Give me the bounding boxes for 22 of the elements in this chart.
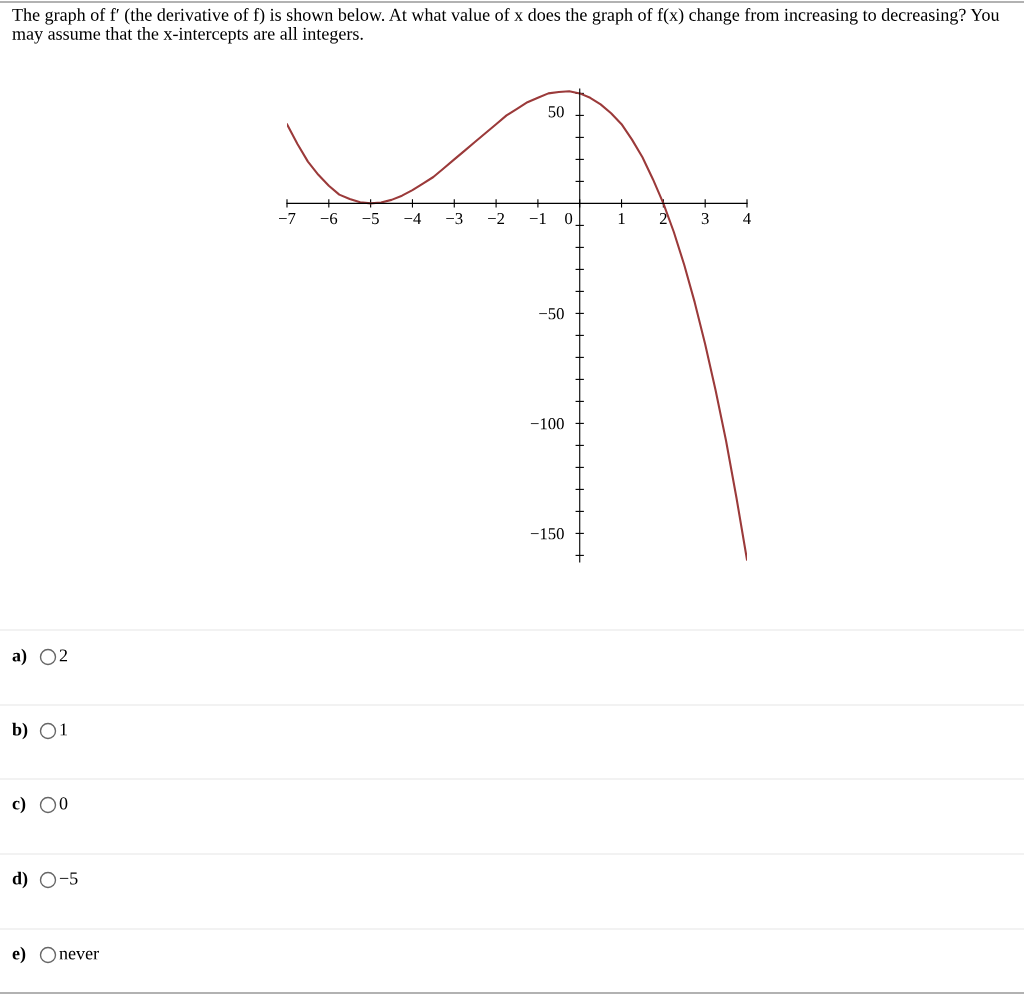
y-tick-label: −150 (530, 528, 564, 540)
x-tick-label: 1 (618, 212, 625, 224)
x-tick-label: −7 (278, 213, 296, 224)
x-tick-label: 3 (701, 212, 709, 225)
x-tick-label: 4 (743, 213, 751, 224)
x-tick-label: 0 (565, 212, 573, 225)
y-tick-label: −100 (530, 418, 564, 430)
text: c) 0 (12, 796, 68, 814)
y-tick-label: −50 (539, 308, 564, 320)
x-tick-label: 2 (659, 212, 667, 224)
x-tick-label: −3 (446, 212, 463, 225)
x-tick-label: −5 (362, 213, 379, 225)
x-tick-label: −1 (529, 212, 546, 224)
chart-title: The graph of f′ (the derivative of f) is shown below. At what value of x does the graph of f(x) change from increasing to decreasing? You may assume that the x-intercepts are all integers. (12, 8, 1000, 44)
text: e) never (12, 946, 99, 964)
text: b) 1 (12, 722, 67, 740)
x-tick-label: −2 (488, 212, 505, 224)
text: d) −5 (12, 871, 78, 889)
x-tick-label: −6 (320, 212, 338, 225)
x-tick-label: −4 (404, 213, 422, 224)
text: a) 2 (12, 648, 68, 666)
y-tick-label: 50 (548, 106, 564, 118)
